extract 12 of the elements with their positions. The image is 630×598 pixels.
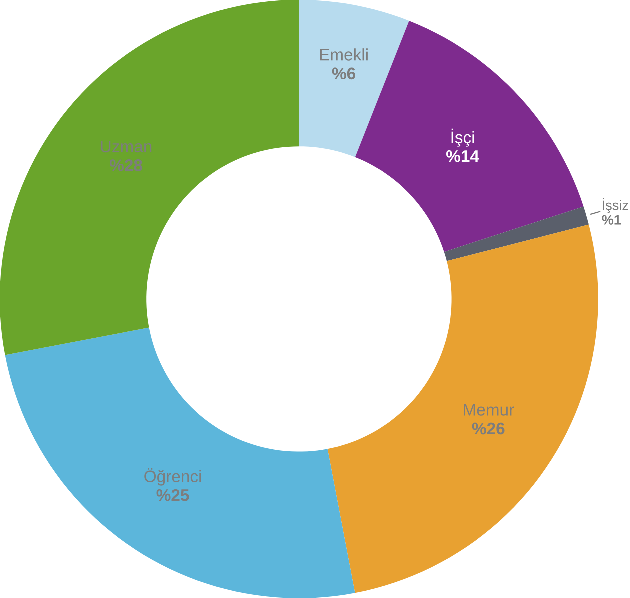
- data-label: %25: [156, 489, 190, 502]
- slice-label: Uzman: [101, 140, 152, 152]
- slice-label: Öğrenci: [144, 468, 202, 486]
- slice-label: İşçi: [452, 128, 474, 147]
- slice-label: Memur: [464, 404, 514, 416]
- data-label: %6: [332, 68, 356, 80]
- data-label: %1: [602, 215, 622, 225]
- data-label: %26: [472, 422, 505, 434]
- data-label: %14: [446, 150, 480, 162]
- slice-label: İşsiz: [603, 198, 628, 213]
- data-label: %28: [110, 159, 142, 172]
- slice-label: Emekli: [320, 48, 368, 61]
